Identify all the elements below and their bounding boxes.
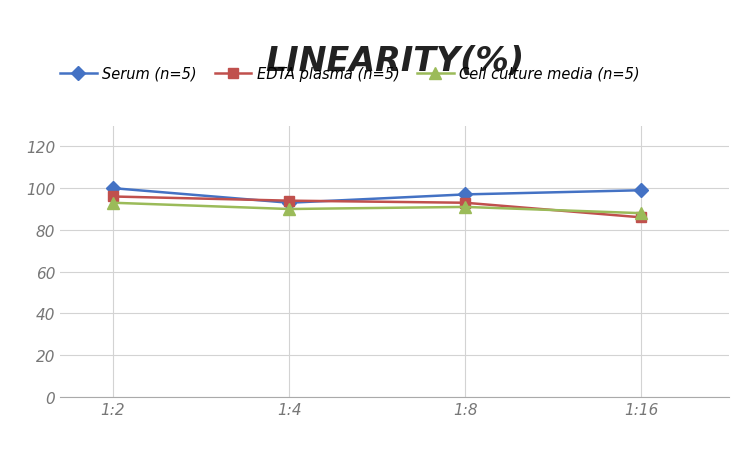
Serum (n=5) xyxy=(461,192,470,198)
Serum (n=5) xyxy=(284,201,293,206)
Cell culture media (n=5) xyxy=(108,201,117,206)
EDTA plasma (n=5) xyxy=(461,201,470,206)
Cell culture media (n=5) xyxy=(637,211,646,216)
Cell culture media (n=5) xyxy=(461,205,470,210)
Serum (n=5) xyxy=(637,188,646,193)
Title: LINEARITY(%): LINEARITY(%) xyxy=(265,45,524,78)
Serum (n=5) xyxy=(108,186,117,191)
Line: EDTA plasma (n=5): EDTA plasma (n=5) xyxy=(108,192,646,223)
Line: Serum (n=5): Serum (n=5) xyxy=(108,184,646,208)
EDTA plasma (n=5) xyxy=(284,198,293,204)
EDTA plasma (n=5) xyxy=(108,194,117,200)
Legend: Serum (n=5), EDTA plasma (n=5), Cell culture media (n=5): Serum (n=5), EDTA plasma (n=5), Cell cul… xyxy=(60,67,640,82)
Line: Cell culture media (n=5): Cell culture media (n=5) xyxy=(108,198,647,219)
EDTA plasma (n=5) xyxy=(637,215,646,221)
Cell culture media (n=5) xyxy=(284,207,293,212)
